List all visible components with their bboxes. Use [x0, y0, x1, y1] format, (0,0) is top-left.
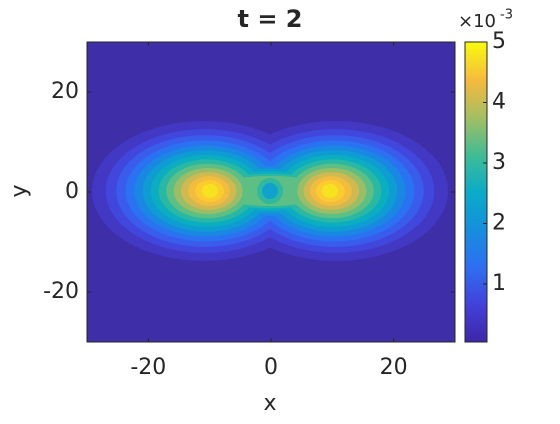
contour-band [322, 184, 338, 198]
y-tick-label: 0 [65, 179, 79, 204]
x-axis-label: x [263, 391, 276, 416]
colorbar-tick-label: 4 [492, 89, 506, 114]
contour-dip [262, 183, 278, 199]
colorbar-exponent: -3 [500, 8, 513, 23]
colorbar-tick-label: 3 [492, 150, 506, 175]
y-tick-label: 20 [51, 79, 79, 104]
x-tick-label: 0 [264, 355, 278, 380]
x-tick-label: 20 [380, 355, 408, 380]
colorbar-tick-label: 2 [492, 210, 506, 235]
chart-title: t = 2 [238, 5, 303, 33]
y-axis-label: y [7, 184, 32, 197]
colorbar-tick-label: 1 [492, 271, 506, 296]
colorbar-tick-label: 5 [492, 29, 506, 54]
contour-field [87, 42, 455, 342]
colorbar-multiplier: ×10 [458, 11, 496, 32]
contour-band [202, 184, 218, 198]
y-tick-label: -20 [43, 279, 79, 304]
colorbar [464, 41, 488, 343]
x-tick-label: -20 [130, 355, 166, 380]
